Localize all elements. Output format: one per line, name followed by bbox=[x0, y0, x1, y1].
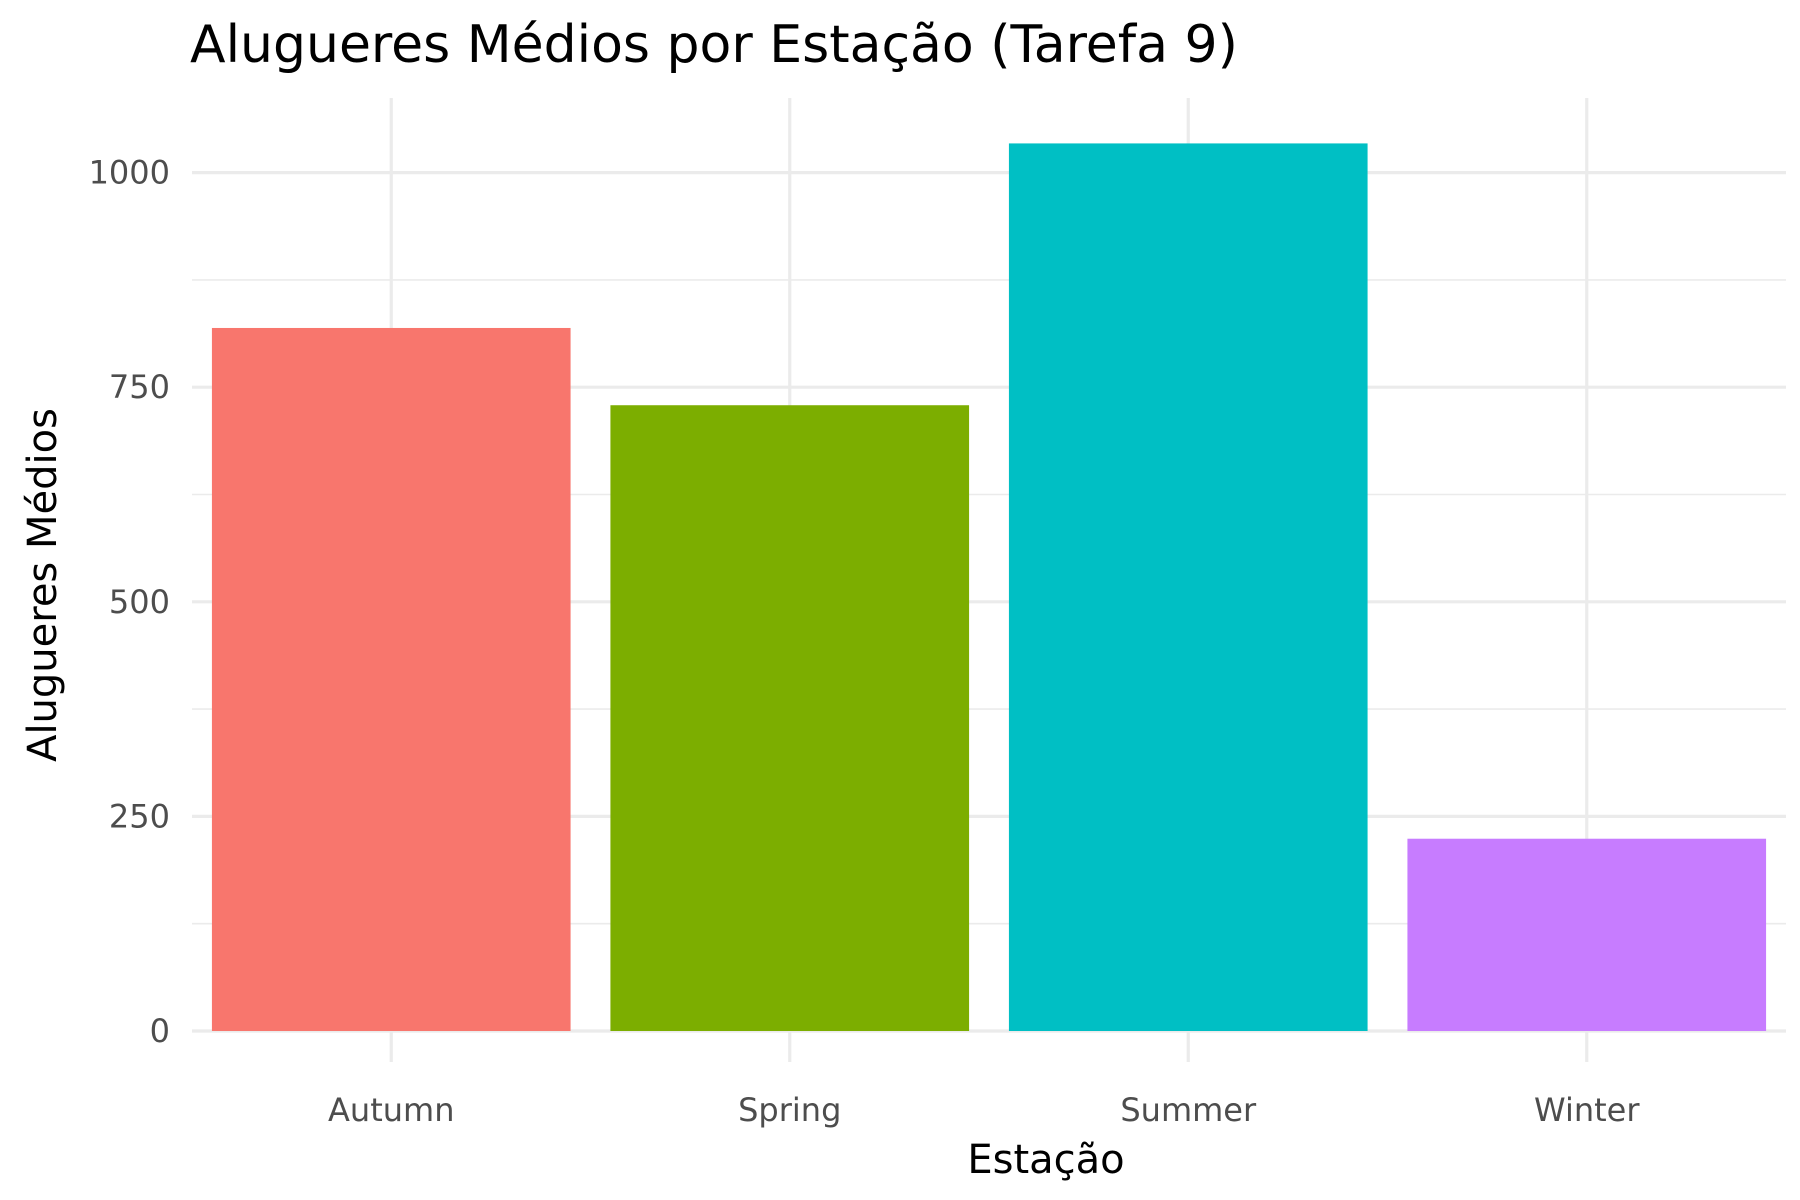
chart-title: Alugueres Médios por Estação (Tarefa 9) bbox=[190, 15, 1238, 75]
y-tick-label: 750 bbox=[109, 368, 170, 406]
x-tick-label: Winter bbox=[1534, 1091, 1640, 1129]
y-tick-label: 1000 bbox=[89, 154, 170, 192]
y-tick-label: 250 bbox=[109, 797, 170, 835]
bar-winter bbox=[1407, 838, 1767, 1031]
x-axis-ticks: Autumn Spring Summer Winter bbox=[328, 1091, 1640, 1129]
bar-summer bbox=[1008, 143, 1368, 1031]
y-axis-ticks: 0 250 500 750 1000 bbox=[89, 154, 170, 1050]
y-tick-label: 0 bbox=[150, 1012, 170, 1050]
x-tick-label: Spring bbox=[738, 1091, 841, 1129]
bars bbox=[211, 143, 1767, 1031]
x-tick-label: Autumn bbox=[328, 1091, 454, 1129]
y-axis-title: Alugueres Médios bbox=[20, 408, 66, 762]
x-tick-label: Summer bbox=[1120, 1091, 1257, 1129]
bar-spring bbox=[610, 405, 970, 1031]
x-axis-title: Estação bbox=[967, 1137, 1124, 1183]
y-tick-label: 500 bbox=[109, 583, 170, 621]
bar-autumn bbox=[211, 327, 571, 1031]
